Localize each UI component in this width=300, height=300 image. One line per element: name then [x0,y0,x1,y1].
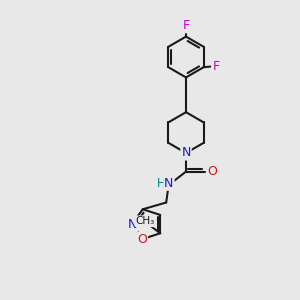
Text: H: H [157,177,166,190]
Text: N: N [164,177,174,190]
Text: O: O [137,233,147,246]
Text: N: N [128,218,137,231]
Text: N: N [181,146,191,160]
Text: F: F [183,19,190,32]
Text: CH₃: CH₃ [136,216,155,226]
Text: O: O [207,165,217,178]
Text: F: F [213,59,220,73]
